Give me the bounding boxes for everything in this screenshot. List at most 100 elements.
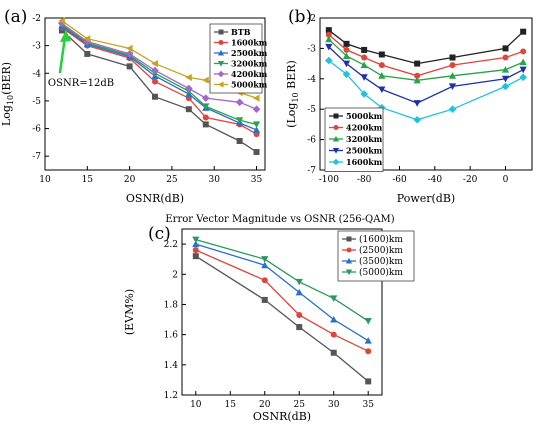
series-3 [192, 236, 372, 325]
y-axis-title-part: Log [0, 105, 13, 126]
data-point [360, 90, 368, 98]
data-point [192, 236, 200, 244]
data-point [192, 253, 199, 260]
data-point [519, 58, 527, 66]
x-tick-label: 20 [124, 175, 136, 185]
data-point [84, 50, 91, 57]
data-point [253, 149, 260, 156]
y-axis-title-sub: 10 [6, 95, 15, 105]
data-point [296, 324, 303, 331]
data-point [261, 261, 269, 269]
data-point [252, 126, 261, 133]
series-line [61, 29, 257, 153]
y-tick-label: 2 [172, 270, 178, 280]
data-point [152, 78, 158, 85]
data-point [519, 73, 527, 82]
y-tick-label: -4 [32, 69, 41, 79]
data-point [360, 74, 368, 81]
x-axis-title: OSNR(dB) [126, 192, 184, 205]
legend-marker [332, 148, 340, 154]
data-point [378, 51, 385, 58]
data-point [202, 103, 210, 111]
y-axis-title: Log10(BER) [0, 62, 15, 126]
series-line [328, 38, 524, 81]
data-point [325, 43, 333, 51]
annotation-arrow-shaft [58, 36, 67, 74]
x-tick-label: 30 [209, 175, 221, 185]
data-point [202, 114, 209, 121]
data-point [296, 312, 303, 319]
data-point [330, 315, 338, 323]
series-line [61, 22, 257, 110]
legend-marker [217, 81, 224, 88]
annotation-label: OSNR=12dB [48, 78, 114, 89]
data-point [520, 28, 527, 35]
data-point [261, 256, 269, 263]
data-point [330, 295, 338, 303]
data-point [201, 94, 210, 102]
y-tick-label: 1.2 [164, 391, 178, 401]
chart-panel-1: (b) -100 -80 -60 -40 -20 0 -2 -3 -4 -5 -6 -7 Power(dB… [285, 7, 533, 205]
legend-label: 3200km [231, 59, 268, 69]
data-point [378, 62, 385, 69]
data-point [449, 62, 456, 69]
data-point [192, 247, 199, 254]
data-point [342, 60, 351, 68]
x-tick-label: 35 [251, 175, 263, 185]
data-point [361, 54, 368, 61]
legend-marker [217, 49, 225, 56]
series-1 [192, 247, 372, 355]
legend-marker [332, 158, 340, 166]
legend-marker [345, 269, 353, 276]
data-point [325, 27, 332, 34]
x-tick-label: 30 [328, 400, 340, 410]
data-point [325, 56, 333, 65]
data-point [126, 44, 133, 52]
x-tick-label: 15 [82, 175, 94, 185]
y-tick-label: 1.4 [164, 361, 179, 371]
data-point [151, 66, 159, 75]
legend-label: 1600km [346, 157, 383, 167]
annotation-arrowhead [59, 30, 71, 43]
data-point [295, 288, 303, 296]
data-point [520, 48, 527, 55]
plot-frame [181, 228, 383, 396]
y-tick-label: -5 [307, 105, 316, 115]
legend-label: BTB [231, 27, 251, 37]
data-point [414, 72, 421, 79]
x-tick-label: 10 [190, 400, 202, 410]
y-axis-title-sub: 10 [291, 92, 300, 102]
legend-marker [218, 40, 224, 45]
series-2 [325, 35, 527, 84]
y-axis-title-part: (BER) [0, 62, 13, 95]
data-point [378, 72, 386, 79]
data-point [252, 94, 260, 102]
legend-label: 2500km [231, 48, 268, 58]
series-line [328, 60, 524, 121]
legend-label: (5000)km [359, 267, 403, 278]
y-tick-label: -6 [307, 136, 316, 146]
data-point [501, 75, 510, 83]
series-line [61, 25, 257, 131]
legend-marker [217, 70, 225, 78]
data-point [152, 93, 158, 100]
data-point [151, 60, 158, 68]
series-line [61, 24, 257, 126]
data-point [519, 66, 527, 74]
legend-marker [333, 125, 339, 130]
y-tick-label: 1.6 [164, 331, 179, 341]
data-point [261, 277, 268, 284]
legend-label: (1600)km [359, 234, 403, 245]
series-line [61, 27, 257, 135]
series-line [328, 34, 524, 77]
y-tick-label: -3 [307, 44, 316, 54]
data-point [413, 76, 421, 84]
data-point [413, 100, 421, 107]
panel-label: (c) [148, 224, 171, 244]
legend-marker [345, 257, 353, 264]
y-tick-label: -6 [32, 125, 41, 135]
series-3 [325, 43, 527, 107]
legend-label: (2500)km [359, 245, 403, 256]
